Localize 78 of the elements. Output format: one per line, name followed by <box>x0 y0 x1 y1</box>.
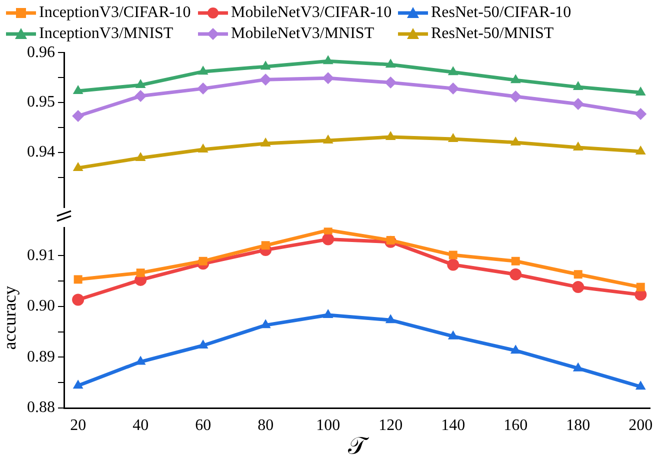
point <box>72 85 84 94</box>
point <box>198 256 208 266</box>
legend-label: ResNet-50/CIFAR-10 <box>431 4 572 22</box>
point <box>260 137 271 146</box>
y-tick-label: 0.90 <box>27 298 55 315</box>
point <box>510 136 521 146</box>
point <box>510 74 521 84</box>
point <box>635 145 646 154</box>
point <box>260 60 271 70</box>
y-tick-label: 0.94 <box>27 144 55 161</box>
legend-label: ResNet-50/MNIST <box>431 25 554 43</box>
x-tick-label: 40 <box>132 416 149 434</box>
point <box>572 362 584 372</box>
point <box>448 132 458 142</box>
point <box>324 228 332 234</box>
point <box>260 74 272 86</box>
point <box>322 309 334 318</box>
point <box>261 241 270 250</box>
point <box>322 233 334 246</box>
y-tick-label: 0.96 <box>27 44 55 61</box>
legend-label: MobileNetV3/CIFAR-10 <box>231 4 392 22</box>
point <box>260 319 271 328</box>
point <box>448 330 458 340</box>
y-tick-label: 0.89 <box>27 348 55 366</box>
point <box>511 256 520 266</box>
point <box>635 380 646 390</box>
point <box>322 134 334 144</box>
point <box>572 141 584 150</box>
y-axis-title: accuracy <box>0 286 20 350</box>
point <box>635 86 646 96</box>
point <box>322 55 334 64</box>
point <box>134 90 147 102</box>
legend-label: MobileNetV3/MNIST <box>231 25 374 43</box>
x-tick-label: 200 <box>628 416 653 434</box>
point <box>448 66 458 76</box>
x-tick-label: 20 <box>70 416 86 434</box>
point <box>447 258 460 271</box>
point <box>136 268 145 278</box>
legend-label: InceptionV3/CIFAR-10 <box>39 4 191 22</box>
x-axis-title: 𝒯 <box>348 434 370 460</box>
point <box>636 282 645 292</box>
point <box>384 76 397 89</box>
point <box>385 130 396 140</box>
point <box>574 270 582 279</box>
point <box>198 66 208 75</box>
x-tick-label: 140 <box>441 416 466 434</box>
point <box>448 250 458 260</box>
x-tick-label: 120 <box>378 416 403 434</box>
point <box>510 268 522 280</box>
point <box>385 58 396 68</box>
point <box>572 81 584 90</box>
x-tick-label: 180 <box>566 416 590 434</box>
point <box>135 79 146 88</box>
point <box>135 152 146 161</box>
point <box>634 108 647 120</box>
x-tick-label: 60 <box>195 416 212 434</box>
y-tick-label: 0.95 <box>27 94 55 111</box>
x-tick-label: 160 <box>504 416 528 434</box>
point <box>385 314 396 324</box>
point <box>74 275 82 284</box>
point <box>572 98 584 110</box>
point <box>72 162 84 171</box>
x-tick-label: 80 <box>258 416 274 434</box>
point <box>198 339 208 348</box>
point <box>322 72 334 84</box>
point <box>197 82 210 95</box>
point <box>572 281 584 294</box>
point <box>72 380 84 389</box>
y-tick-label: 0.88 <box>27 399 55 416</box>
point <box>72 294 84 306</box>
y-tick-label: 0.91 <box>27 246 55 264</box>
x-tick-label: 100 <box>316 416 340 434</box>
legend-label: InceptionV3/MNIST <box>39 25 174 43</box>
point <box>198 143 208 152</box>
point <box>510 90 522 103</box>
point <box>72 110 84 122</box>
point <box>510 344 521 354</box>
point <box>447 82 460 95</box>
